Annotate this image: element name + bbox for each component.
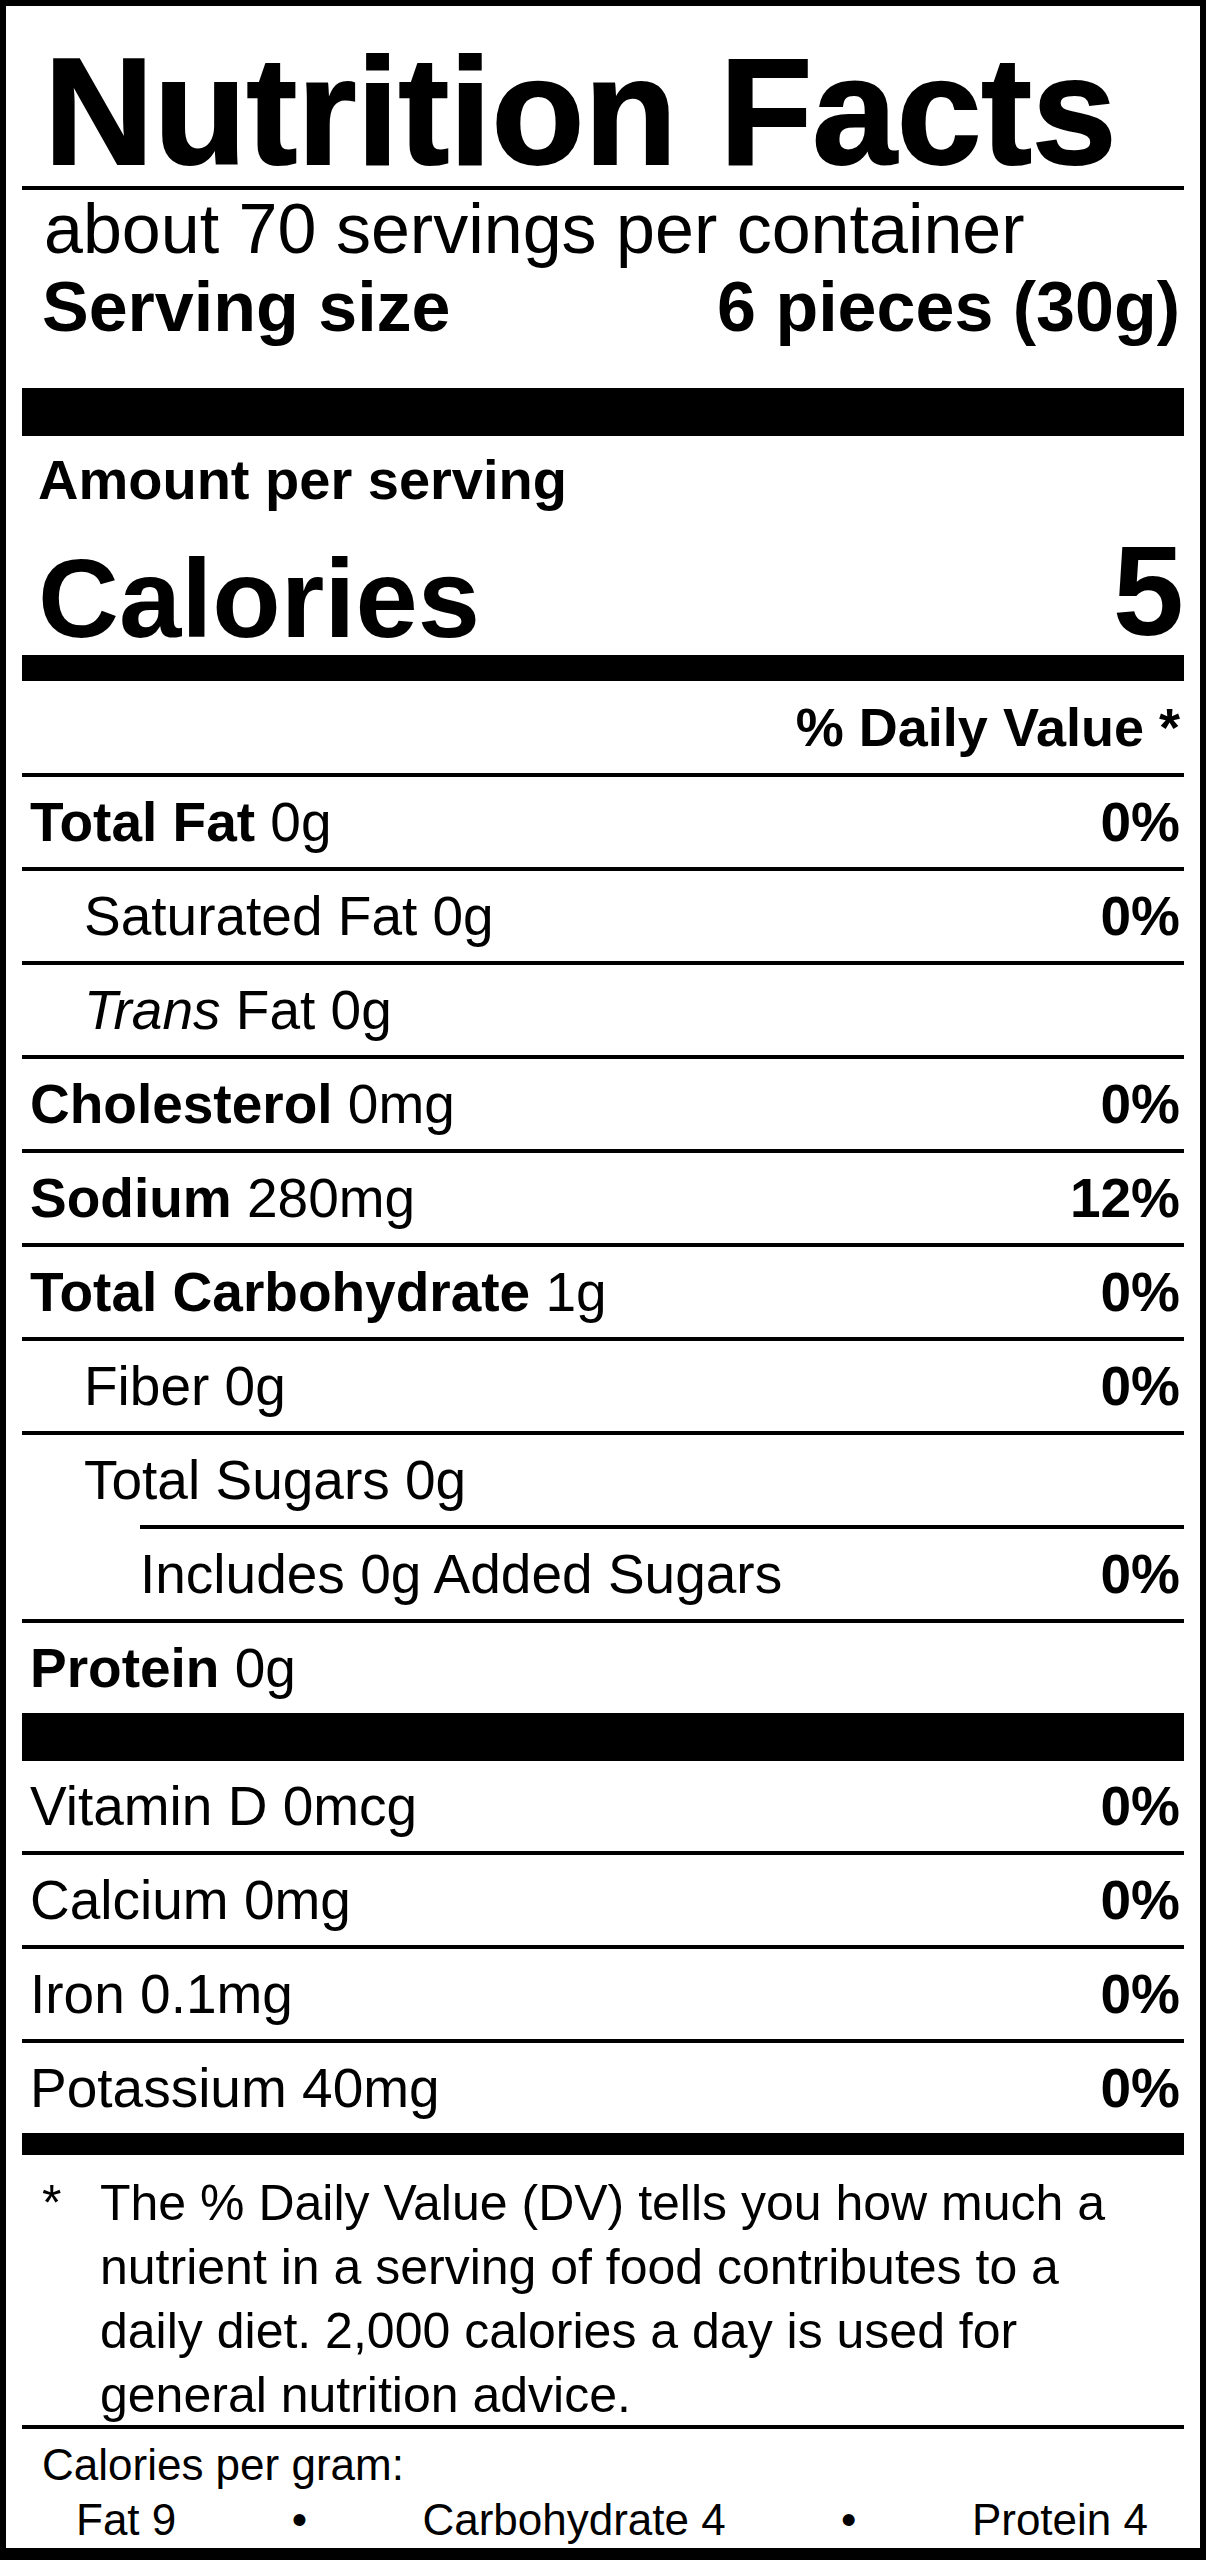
- footnote: * The % Daily Value (DV) tells you how m…: [6, 2155, 1200, 2425]
- thick-separator-bar: [22, 388, 1184, 436]
- nutrient-text: Iron 0.1mg: [30, 1962, 293, 2026]
- nutrient-row-total-fat: Total Fat 0g 0%: [6, 777, 1200, 867]
- text-part: Sodium: [30, 1167, 232, 1229]
- daily-value-percent: 12%: [1070, 1166, 1180, 1230]
- nutrient-text: Sodium 280mg: [30, 1166, 415, 1230]
- nutrient-text: Protein 0g: [30, 1636, 296, 1700]
- nutrient-text: Total Sugars 0g: [84, 1448, 466, 1512]
- nutrient-text: Total Fat 0g: [30, 790, 332, 854]
- medium-separator-bar: [22, 655, 1184, 681]
- small-separator-bar: [22, 2133, 1184, 2155]
- text-part: Trans: [84, 979, 221, 1041]
- bullet-separator: •: [292, 2495, 307, 2545]
- nutrient-row-protein: Protein 0g: [6, 1623, 1200, 1713]
- text-part: Total Sugars 0g: [84, 1449, 466, 1511]
- nutrient-row-vitamin-d: Vitamin D 0mcg 0%: [6, 1761, 1200, 1851]
- text-part: Calcium 0mg: [30, 1869, 351, 1931]
- nutrient-text: Trans Fat 0g: [84, 978, 392, 1042]
- nutrient-row-total-carbohydrate: Total Carbohydrate 1g 0%: [6, 1247, 1200, 1337]
- daily-value-header: % Daily Value *: [6, 681, 1200, 773]
- calories-per-gram-row: Fat 9 • Carbohydrate 4 • Protein 4: [6, 2493, 1200, 2547]
- nutrients-section: Total Fat 0g 0% Saturated Fat 0g 0% Trans Fa…: [6, 777, 1200, 1713]
- text-part: Saturated Fat 0g: [84, 885, 494, 947]
- daily-value-percent: 0%: [1101, 1260, 1181, 1324]
- serving-size-value: 6 pieces (30g): [717, 267, 1180, 347]
- nutrient-text: Vitamin D 0mcg: [30, 1774, 417, 1838]
- text-part: Total Fat: [30, 791, 255, 853]
- calories-label: Calories: [38, 543, 480, 655]
- calories-row: Calories 5: [6, 522, 1200, 655]
- text-part: Potassium 40mg: [30, 2057, 440, 2119]
- daily-value-percent: 0%: [1101, 884, 1181, 948]
- text-part: Fiber 0g: [84, 1355, 286, 1417]
- text-part: Total Carbohydrate: [30, 1261, 530, 1323]
- label-title: Nutrition Facts: [6, 6, 1200, 186]
- daily-value-percent: 0%: [1101, 790, 1181, 854]
- text-part: Vitamin D 0mcg: [30, 1775, 417, 1837]
- text-part: Cholesterol: [30, 1073, 333, 1135]
- text-part: 280mg: [232, 1167, 415, 1229]
- text-part: 0g: [219, 1637, 295, 1699]
- daily-value-percent: 0%: [1101, 1962, 1181, 2026]
- servings-per-container: about 70 servings per container: [6, 190, 1200, 268]
- calories-per-gram-item: Carbohydrate 4: [422, 2495, 725, 2545]
- daily-value-percent: 0%: [1101, 1868, 1181, 1932]
- nutrient-row-calcium: Calcium 0mg 0%: [6, 1855, 1200, 1945]
- nutrient-row-added-sugars: Includes 0g Added Sugars 0%: [6, 1529, 1200, 1619]
- nutrient-row-iron: Iron 0.1mg 0%: [6, 1949, 1200, 2039]
- nutrient-row-fiber: Fiber 0g 0%: [6, 1341, 1200, 1431]
- bullet-separator: •: [841, 2495, 856, 2545]
- serving-size-row: Serving size 6 pieces (30g): [6, 268, 1200, 346]
- nutrient-row-total-sugars: Total Sugars 0g: [6, 1435, 1200, 1525]
- nutrient-row-saturated-fat: Saturated Fat 0g 0%: [6, 871, 1200, 961]
- text-part: Protein: [30, 1637, 219, 1699]
- vitamins-section: Vitamin D 0mcg 0% Calcium 0mg 0% Iron 0.1mg 0…: [6, 1761, 1200, 2133]
- serving-size-label: Serving size: [42, 267, 451, 347]
- thick-separator-bar: [22, 1713, 1184, 1761]
- nutrition-facts-label: Nutrition Facts about 70 servings per co…: [0, 0, 1206, 2560]
- text-part: 1g: [530, 1261, 606, 1323]
- text-part: 0g: [255, 791, 331, 853]
- calories-per-gram-item: Fat 9: [76, 2495, 176, 2545]
- daily-value-percent: 0%: [1101, 1072, 1181, 1136]
- text-part: Iron 0.1mg: [30, 1963, 293, 2025]
- calories-value: 5: [1113, 527, 1184, 655]
- nutrient-text: Includes 0g Added Sugars: [140, 1542, 782, 1606]
- nutrient-row-potassium: Potassium 40mg 0%: [6, 2043, 1200, 2133]
- text-part: Fat 0g: [221, 979, 392, 1041]
- nutrient-text: Calcium 0mg: [30, 1868, 351, 1932]
- nutrient-text: Potassium 40mg: [30, 2056, 440, 2120]
- divider: [22, 2425, 1184, 2429]
- footnote-text: The % Daily Value (DV) tells you how muc…: [100, 2171, 1120, 2427]
- nutrient-row-sodium: Sodium 280mg 12%: [6, 1153, 1200, 1243]
- nutrient-row-cholesterol: Cholesterol 0mg 0%: [6, 1059, 1200, 1149]
- footnote-asterisk: *: [42, 2171, 100, 2235]
- daily-value-percent: 0%: [1101, 1774, 1181, 1838]
- nutrient-text: Cholesterol 0mg: [30, 1072, 455, 1136]
- daily-value-percent: 0%: [1101, 1542, 1181, 1606]
- calories-per-gram-heading: Calories per gram:: [6, 2437, 1200, 2493]
- nutrient-row-trans-fat: Trans Fat 0g: [6, 965, 1200, 1055]
- text-part: 0mg: [333, 1073, 455, 1135]
- daily-value-percent: 0%: [1101, 2056, 1181, 2120]
- nutrient-text: Fiber 0g: [84, 1354, 286, 1418]
- nutrient-text: Saturated Fat 0g: [84, 884, 494, 948]
- text-part: Includes 0g Added Sugars: [140, 1543, 782, 1605]
- amount-per-serving-label: Amount per serving: [6, 436, 1200, 522]
- daily-value-percent: 0%: [1101, 1354, 1181, 1418]
- nutrient-text: Total Carbohydrate 1g: [30, 1260, 607, 1324]
- calories-per-gram-item: Protein 4: [972, 2495, 1148, 2545]
